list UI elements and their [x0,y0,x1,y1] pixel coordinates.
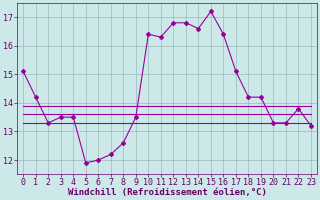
X-axis label: Windchill (Refroidissement éolien,°C): Windchill (Refroidissement éolien,°C) [68,188,267,197]
